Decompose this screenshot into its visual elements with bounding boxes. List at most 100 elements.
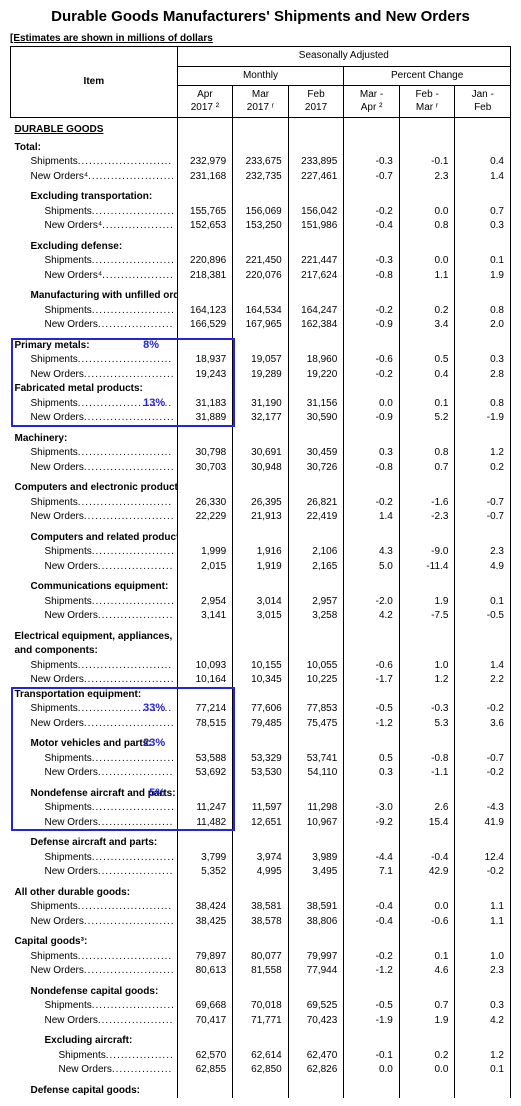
cell: -0.5	[455, 609, 511, 624]
cell: 0.3	[455, 999, 511, 1014]
cell: 232,735	[233, 170, 289, 185]
cell	[233, 339, 289, 354]
cell: 19,057	[233, 353, 289, 368]
cell	[344, 1034, 400, 1049]
cell: 0.3	[344, 766, 400, 781]
table-row: New Orders..............................…	[11, 318, 511, 333]
cell: 5.0	[344, 560, 400, 575]
cell	[288, 935, 344, 950]
table-row: New Orders..............................…	[11, 865, 511, 880]
row-label: Machinery:	[11, 432, 178, 447]
cell: 0.7	[455, 205, 511, 220]
table-row: New Orders..............................…	[11, 411, 511, 426]
col-c3: Feb 2017	[288, 86, 344, 118]
cell	[288, 432, 344, 447]
row-label: New Orders..............................…	[11, 560, 178, 575]
cell: 0.8	[455, 304, 511, 319]
table-row: Shipments...............................…	[11, 1049, 511, 1064]
cell: 5,352	[177, 865, 233, 880]
cell	[455, 382, 511, 397]
page-container: Durable Goods Manufacturers' Shipments a…	[10, 8, 511, 1098]
cell: 2,165	[288, 560, 344, 575]
cell: 77,606	[233, 702, 289, 717]
cell	[399, 644, 455, 659]
table-row: Computers and electronic products⁴:	[11, 481, 511, 496]
cell: 0.1	[455, 254, 511, 269]
row-label: Electrical equipment, appliances,	[11, 630, 178, 645]
cell: 0.5	[399, 353, 455, 368]
row-label: Defense aircraft and parts:	[11, 836, 178, 851]
cell: 164,534	[233, 304, 289, 319]
cell: 4.9	[455, 560, 511, 575]
cell	[399, 289, 455, 304]
row-label: Fabricated metal products:	[11, 382, 178, 397]
cell: 2,954	[177, 595, 233, 610]
cell: 0.0	[399, 900, 455, 915]
cell	[233, 1084, 289, 1099]
cell: 54,110	[288, 766, 344, 781]
row-label: Shipments...............................…	[11, 702, 178, 717]
cell	[177, 190, 233, 205]
cell: 69,668	[177, 999, 233, 1014]
cell	[233, 985, 289, 1000]
cell: -0.5	[344, 702, 400, 717]
cell: 2.3	[399, 170, 455, 185]
table-row: Excluding transportation:	[11, 190, 511, 205]
cell: 3,258	[288, 609, 344, 624]
cell: 1.1	[455, 900, 511, 915]
cell: -3.0	[344, 801, 400, 816]
cell: 7.1	[344, 865, 400, 880]
cell	[455, 644, 511, 659]
cell: 1.9	[455, 269, 511, 284]
cell: 5.2	[399, 411, 455, 426]
row-label: New Orders⁴.............................…	[11, 170, 178, 185]
cell	[399, 630, 455, 645]
cell	[177, 240, 233, 255]
cell: -9.2	[344, 816, 400, 831]
cell: -1.7	[344, 673, 400, 688]
col-seasonally: Seasonally Adjusted	[177, 47, 510, 67]
cell: -1.9	[455, 411, 511, 426]
cell: 62,855	[177, 1063, 233, 1078]
cell: 62,570	[177, 1049, 233, 1064]
cell	[399, 1034, 455, 1049]
page-title: Durable Goods Manufacturers' Shipments a…	[10, 8, 511, 25]
cell: 38,581	[233, 900, 289, 915]
col-c2: Mar 2017 ʳ	[233, 86, 289, 118]
row-label: Communications equipment:	[11, 580, 178, 595]
cell: 2,106	[288, 545, 344, 560]
row-label: Shipments...............................…	[11, 155, 178, 170]
cell: 1.1	[455, 915, 511, 930]
cell: -0.7	[344, 170, 400, 185]
table-row: Shipments...............................…	[11, 304, 511, 319]
row-label: Motor vehicles and parts:	[11, 737, 178, 752]
row-label: New Orders..............................…	[11, 964, 178, 979]
cell	[455, 787, 511, 802]
cell: 32,177	[233, 411, 289, 426]
cell: 53,741	[288, 752, 344, 767]
table-row: All other durable goods:	[11, 886, 511, 901]
cell	[288, 737, 344, 752]
cell	[455, 580, 511, 595]
cell: 30,703	[177, 461, 233, 476]
cell: 71,771	[233, 1014, 289, 1029]
cell	[455, 531, 511, 546]
cell: -0.2	[344, 304, 400, 319]
cell: -0.9	[344, 411, 400, 426]
table-row: Shipments...............................…	[11, 205, 511, 220]
cell: 22,229	[177, 510, 233, 525]
table-row: New Orders..............................…	[11, 1063, 511, 1078]
cell	[288, 630, 344, 645]
cell: 0.8	[455, 397, 511, 412]
cell	[288, 141, 344, 156]
cell: -0.6	[344, 353, 400, 368]
cell: -0.4	[344, 900, 400, 915]
cell: -9.0	[399, 545, 455, 560]
row-label: New Orders..............................…	[11, 865, 178, 880]
cell	[344, 432, 400, 447]
cell: 11,482	[177, 816, 233, 831]
cell: 19,220	[288, 368, 344, 383]
cell	[399, 531, 455, 546]
cell: 18,937	[177, 353, 233, 368]
cell: -0.7	[455, 510, 511, 525]
